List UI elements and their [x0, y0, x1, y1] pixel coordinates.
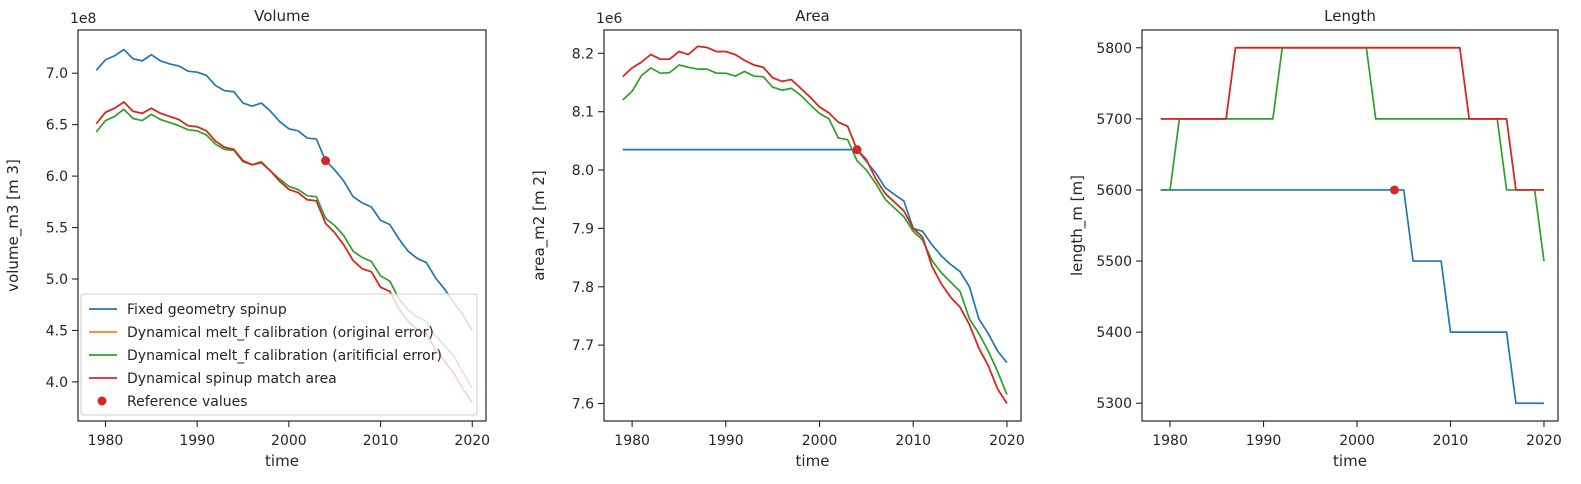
reference-point	[852, 145, 862, 155]
series-line-orig	[622, 45, 1008, 404]
y-tick-label: 5800	[1096, 41, 1132, 57]
x-tick-label: 1990	[1246, 433, 1282, 449]
y-axis-label: length_m [m]	[1068, 175, 1087, 276]
x-tick-label: 2020	[989, 433, 1025, 449]
axes-frame	[1141, 29, 1559, 422]
reference-point	[1389, 185, 1399, 195]
series-line-fixed	[622, 148, 1008, 364]
series-line-match	[622, 45, 1008, 404]
y-tick-label: 5300	[1096, 396, 1132, 412]
legend-marker	[97, 396, 107, 406]
reference-point	[321, 156, 331, 166]
series-line-match	[1160, 46, 1544, 191]
panel-title: Volume	[254, 7, 310, 25]
legend-label: Reference values	[127, 394, 247, 410]
y-tick-label: 7.7	[572, 338, 594, 354]
y-tick-label: 8.2	[572, 46, 594, 62]
axes-frame	[77, 29, 487, 422]
x-tick-label: 1990	[708, 433, 744, 449]
y-tick-label: 7.8	[572, 280, 594, 296]
x-tick-label: 2010	[1433, 433, 1469, 449]
x-tick-label: 2000	[271, 433, 307, 449]
y-axis-label: area_m2 [m 2]	[530, 170, 549, 281]
legend-label: Fixed geometry spinup	[127, 302, 287, 318]
x-tick-label: 2010	[363, 433, 399, 449]
panel-volume: 1980 1990 2000 2010 2020 4.0 4.5 5.0 5.5 6.0 6.5 7.…	[4, 7, 490, 470]
y-offset-label: 1e8	[70, 11, 96, 27]
y-tick-label: 5600	[1096, 183, 1132, 199]
y-offset-label: 1e6	[596, 11, 623, 27]
legend-entry-ref: Reference values	[97, 394, 247, 410]
y-tick-label: 8.1	[572, 105, 594, 121]
y-tick-label: 5.5	[46, 221, 68, 237]
series-line-artif	[1160, 46, 1545, 262]
x-tick-label: 2020	[454, 433, 490, 449]
legend-label: Dynamical melt_f calibration (aritificia…	[127, 348, 442, 364]
y-tick-label: 7.0	[46, 66, 68, 82]
y-tick-label: 6.0	[46, 169, 68, 185]
x-tick-label: 2000	[1339, 433, 1375, 449]
series-line-artif	[622, 64, 1008, 396]
x-tick-label: 2020	[1526, 433, 1562, 449]
legend-entry-orig: Dynamical melt_f calibration (original e…	[89, 325, 434, 341]
y-tick-label: 6.5	[46, 118, 68, 134]
panel-title: Length	[1324, 7, 1376, 25]
x-axis-label: time	[1333, 452, 1367, 470]
series-group-length	[1160, 46, 1545, 405]
x-tick-label: 1980	[88, 433, 124, 449]
x-tick-label: 1980	[614, 433, 650, 449]
y-tick-label: 7.9	[572, 221, 594, 237]
y-tick-label: 5700	[1096, 112, 1132, 128]
panel-area: 1980 1990 2000 2010 2020 7.6 7.7 7.8 7.9 8.0 8.1 8.…	[530, 7, 1025, 470]
x-axis-label: time	[265, 452, 299, 470]
y-tick-label: 4.5	[46, 323, 68, 339]
y-tick-label: 5.0	[46, 272, 68, 288]
x-axis-label: time	[796, 452, 830, 470]
legend-label: Dynamical melt_f calibration (original e…	[127, 325, 434, 341]
x-tick-label: 1990	[179, 433, 215, 449]
series-group-area	[622, 45, 1008, 404]
x-tick-label: 2010	[895, 433, 931, 449]
x-tick-label: 1980	[1152, 433, 1188, 449]
legend-label: Dynamical spinup match area	[127, 371, 337, 387]
y-tick-label: 5500	[1096, 254, 1132, 270]
legend-entry-artif: Dynamical melt_f calibration (aritificia…	[89, 348, 442, 364]
legend-entry-match: Dynamical spinup match area	[89, 371, 337, 387]
series-line-fixed	[1160, 189, 1544, 405]
panel-title: Area	[795, 7, 830, 25]
panel-length: 1980 1990 2000 2010 2020 5300 5400 5500 5600 5700…	[1068, 7, 1562, 470]
y-tick-label: 8.0	[572, 163, 594, 179]
legend-entry-fixed: Fixed geometry spinup	[89, 302, 287, 318]
axes-frame	[603, 29, 1022, 422]
legend-box	[80, 293, 478, 416]
y-axis-label: volume_m3 [m 3]	[4, 159, 23, 292]
y-tick-label: 7.6	[572, 396, 594, 412]
y-tick-label: 4.0	[46, 375, 68, 391]
series-line-fixed	[95, 48, 473, 331]
y-tick-label: 5400	[1096, 325, 1132, 341]
legend: Fixed geometry spinup Dynamical melt_f ca…	[80, 293, 478, 416]
x-tick-label: 2000	[802, 433, 838, 449]
